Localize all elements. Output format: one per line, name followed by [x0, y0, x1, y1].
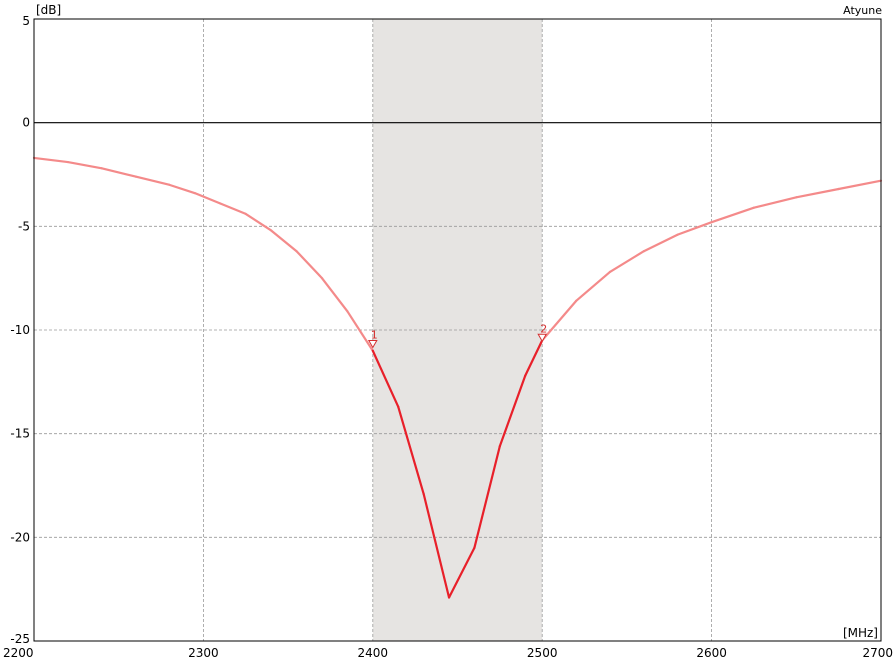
- curve-segment-in-band: [371, 349, 400, 408]
- y-tick-label: -15: [10, 427, 30, 441]
- curve-segment-out-band: [219, 202, 247, 215]
- grid-layer: [34, 19, 881, 641]
- curve-segment-out-band: [837, 179, 883, 191]
- curve-segment-out-band: [346, 310, 374, 352]
- y-tick-label: -25: [10, 632, 30, 646]
- y-tick-label: 0: [22, 116, 30, 130]
- x-axis-unit-label: [MHz]: [843, 626, 878, 640]
- curve-segment-out-band: [541, 299, 578, 342]
- x-tick-label: 2700: [862, 646, 893, 660]
- brand-label: Atyune: [843, 4, 882, 17]
- y-tick-label: 5: [22, 14, 30, 28]
- curve-segment-in-band: [498, 374, 527, 448]
- y-tick-label: -5: [18, 219, 30, 233]
- curve-segment-in-band: [422, 492, 451, 599]
- curve-segment-out-band: [320, 277, 349, 313]
- curve-segment-in-band: [473, 445, 501, 549]
- marker-label: 1: [371, 329, 378, 342]
- curve-segment-out-band: [710, 206, 756, 224]
- curve-segment-out-band: [574, 270, 612, 303]
- curve-segment-out-band: [168, 183, 197, 195]
- plot-frame: [33, 18, 882, 642]
- curve-layer: [32, 156, 883, 599]
- marker-triangle: [537, 333, 548, 343]
- x-tick-label: 2300: [188, 646, 219, 660]
- tick-label-layer: 2200 2300 2400 2500 2600 2700 5 0 -5 -10 -15 -20 -25: [3, 14, 893, 660]
- curve-segment-out-band: [32, 156, 69, 164]
- marker-label: 2: [540, 322, 547, 335]
- curve-segment-out-band: [244, 212, 273, 232]
- curve-segment-out-band: [608, 250, 645, 274]
- curve-segment-out-band: [295, 250, 324, 280]
- x-tick-label: 2200: [3, 646, 34, 660]
- curve-segment-out-band: [642, 233, 679, 253]
- curve-segment-in-band: [447, 546, 476, 599]
- x-tick-label: 2500: [527, 646, 558, 660]
- curve-segment-in-band: [397, 405, 425, 495]
- marker-triangle: [367, 340, 378, 349]
- curve-segment-out-band: [100, 167, 137, 178]
- curve-segment-out-band: [66, 160, 103, 170]
- y-tick-label: -20: [10, 530, 30, 544]
- curve-segment-out-band: [134, 175, 171, 186]
- curve-segment-out-band: [676, 221, 713, 236]
- y-tick-label: -10: [10, 323, 30, 337]
- curve-segment-out-band: [752, 196, 798, 209]
- curve-segment-in-band: [524, 339, 544, 377]
- x-tick-label: 2400: [358, 646, 389, 660]
- curve-segment-out-band: [270, 229, 298, 253]
- curve-segment-out-band: [193, 192, 222, 205]
- y-axis-unit-label: [dB]: [36, 3, 61, 17]
- x-tick-label: 2600: [696, 646, 727, 660]
- curve-segment-out-band: [795, 187, 840, 199]
